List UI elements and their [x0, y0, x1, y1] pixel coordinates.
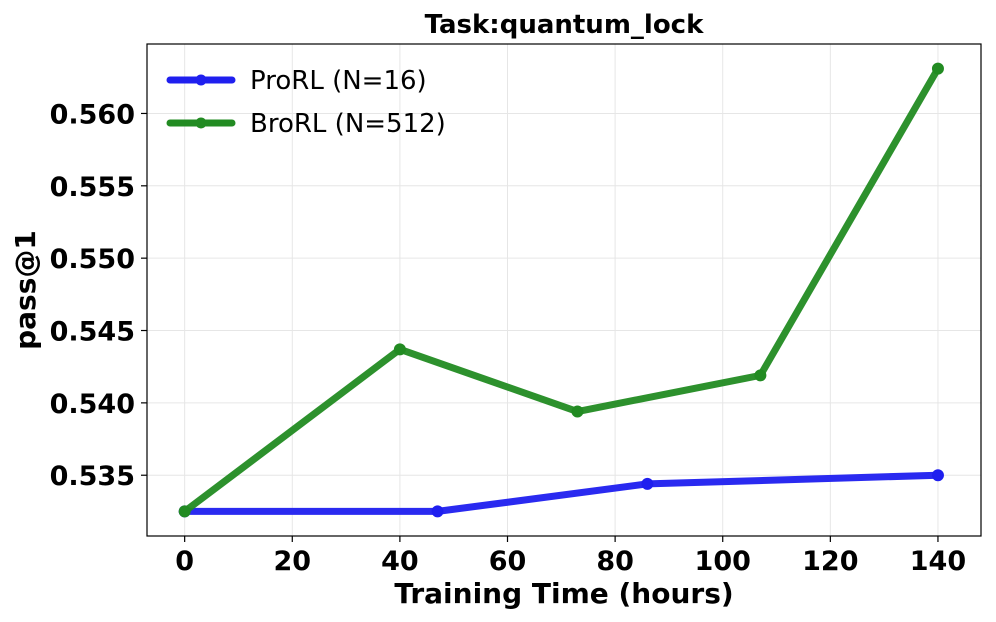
legend: ProRL (N=16) BroRL (N=512): [166, 66, 446, 139]
legend-label: BroRL (N=512): [250, 109, 446, 139]
data-point: [931, 62, 944, 75]
x-axis-label: Training Time (hours): [394, 577, 733, 610]
legend-label: ProRL (N=16): [250, 66, 427, 96]
y-axis-label: pass@1: [9, 230, 42, 350]
legend-item: ProRL (N=16): [166, 66, 427, 96]
data-point: [754, 369, 767, 382]
x-tick-label: 80: [596, 546, 634, 577]
y-tick-label: 0.560: [50, 99, 135, 130]
grid: [147, 44, 981, 536]
legend-swatch-marker: [195, 117, 207, 129]
data-point: [641, 477, 654, 490]
data-point: [393, 343, 406, 356]
x-tick-label: 140: [910, 546, 966, 577]
legend-item: BroRL (N=512): [166, 109, 446, 139]
y-tick-label: 0.550: [50, 244, 135, 275]
y-tick-label: 0.545: [50, 317, 135, 348]
series-1: [178, 62, 944, 518]
y-tick-label: 0.535: [50, 461, 135, 492]
x-tick-label: 40: [381, 546, 419, 577]
x-axis-ticks: 0 20 40 60 80 100 120 140: [175, 536, 966, 577]
data-point: [931, 469, 944, 482]
legend-swatch-marker: [195, 74, 207, 86]
series-line: [181, 471, 942, 515]
data-point: [431, 505, 444, 518]
data-point: [178, 505, 191, 518]
x-tick-label: 0: [175, 546, 194, 577]
data-point: [571, 405, 584, 418]
y-tick-label: 0.540: [50, 389, 135, 420]
x-tick-label: 20: [273, 546, 311, 577]
chart-title: Task:quantum_lock: [425, 10, 704, 40]
x-tick-label: 100: [695, 546, 751, 577]
plot-area-frame: [146, 43, 982, 537]
y-tick-label: 0.555: [50, 172, 135, 203]
y-axis-ticks: 0.535 0.540 0.545 0.550 0.555 0.560: [50, 99, 147, 492]
series-layer: [178, 62, 944, 518]
x-tick-label: 120: [802, 546, 858, 577]
x-tick-label: 60: [489, 546, 527, 577]
